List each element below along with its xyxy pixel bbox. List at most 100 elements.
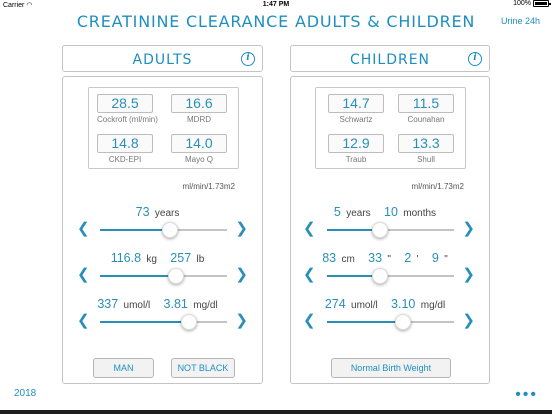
battery-indicator: 100% bbox=[513, 0, 551, 7]
child-age-years-value: 5 bbox=[333, 205, 341, 219]
urine-24h-button[interactable]: Urine 24h bbox=[500, 16, 540, 26]
child-creatinine-mgdl-unit: mg/dl bbox=[420, 300, 446, 311]
height-inches-mark: " bbox=[387, 254, 391, 265]
child-age-months-value: 10 bbox=[384, 205, 398, 219]
height-rem-inches-mark: " bbox=[444, 254, 448, 265]
weight-slider-thumb[interactable] bbox=[168, 268, 185, 284]
creatinine-increment-chevron-right-icon[interactable]: ❯ bbox=[235, 312, 248, 329]
weight-kg-value: 116.8 bbox=[110, 251, 142, 265]
children-info-icon[interactable]: i bbox=[468, 52, 482, 66]
app-title: CREATININE CLEARANCE ADULTS & CHILDREN bbox=[76, 12, 476, 31]
sex-toggle-button[interactable]: MAN bbox=[93, 358, 154, 378]
weight-lb-unit: lb bbox=[196, 254, 205, 265]
result-value: 16.6 bbox=[171, 94, 227, 113]
children-age-slider: 5 years 10 months ❮ ❯ bbox=[291, 205, 489, 245]
result-value: 28.5 bbox=[97, 94, 153, 113]
height-slider-fill bbox=[327, 275, 381, 277]
result-mdrd: 16.6 MDRD bbox=[171, 94, 227, 124]
weight-slider-fill bbox=[100, 275, 177, 277]
children-unit-label: ml/min/1.73m2 bbox=[411, 182, 464, 191]
children-creatinine-slider: 274 umol/l 3.10 mg/dl ❮ ❯ bbox=[291, 297, 489, 337]
height-feet-value: 2 bbox=[404, 251, 412, 265]
result-label: Counahan bbox=[407, 115, 445, 124]
birth-weight-toggle-button[interactable]: Normal Birth Weight bbox=[331, 358, 451, 378]
child-age-slider-thumb[interactable] bbox=[372, 222, 389, 238]
result-label: Traub bbox=[345, 155, 367, 164]
creatinine-slider-track[interactable] bbox=[100, 314, 227, 330]
weight-kg-unit: kg bbox=[146, 254, 157, 265]
result-cockroft: 28.5 Cockroft (ml/min) bbox=[97, 94, 158, 124]
adults-age-readout: 73 years bbox=[63, 205, 262, 219]
result-counahan: 11.5 Counahan bbox=[398, 94, 454, 124]
result-value: 11.5 bbox=[398, 94, 454, 113]
result-value: 12.9 bbox=[328, 134, 384, 153]
children-header: CHILDREN i bbox=[290, 45, 490, 72]
result-schwartz: 14.7 Schwartz bbox=[328, 94, 384, 124]
adults-weight-slider: 116.8 kg 257 lb ❮ ❯ bbox=[63, 251, 262, 291]
height-slider-track[interactable] bbox=[327, 268, 454, 284]
height-cm-value: 83 bbox=[322, 251, 337, 265]
children-height-slider: 83 cm 33 " 2 ' 9 " ❮ ❯ bbox=[291, 251, 489, 291]
children-creatinine-readout: 274 umol/l 3.10 mg/dl bbox=[291, 297, 489, 311]
child-age-decrement-chevron-left-icon[interactable]: ❮ bbox=[303, 220, 316, 237]
age-slider-track[interactable] bbox=[100, 222, 227, 238]
children-results-box: 14.7 Schwartz 11.5 Counahan 12.9 Traub 1… bbox=[315, 87, 466, 169]
bottom-edge bbox=[0, 410, 552, 414]
child-age-increment-chevron-right-icon[interactable]: ❯ bbox=[462, 220, 475, 237]
more-menu-icon[interactable]: ••• bbox=[515, 386, 538, 403]
creatinine-mgdl-value: 3.81 bbox=[163, 297, 188, 311]
child-creatinine-slider-thumb[interactable] bbox=[395, 314, 412, 330]
result-label: CKD-EPI bbox=[108, 155, 142, 164]
adults-header: ADULTS i bbox=[62, 45, 263, 72]
weight-slider-track[interactable] bbox=[100, 268, 227, 284]
age-increment-chevron-right-icon[interactable]: ❯ bbox=[235, 220, 248, 237]
result-traub: 12.9 Traub bbox=[328, 134, 384, 164]
race-toggle-button[interactable]: NOT BLACK bbox=[171, 358, 235, 378]
result-label: MDRD bbox=[187, 115, 211, 124]
result-value: 14.0 bbox=[171, 134, 227, 153]
child-creatinine-decrement-chevron-left-icon[interactable]: ❮ bbox=[303, 312, 316, 329]
wifi-icon: ◠ bbox=[26, 2, 33, 9]
creatinine-slider-thumb[interactable] bbox=[180, 314, 197, 330]
child-creatinine-umol-unit: umol/l bbox=[351, 300, 378, 311]
adults-weight-readout: 116.8 kg 257 lb bbox=[63, 251, 262, 265]
height-inches-value: 33 bbox=[368, 251, 383, 265]
carrier-label: Carrier ◠ bbox=[3, 2, 33, 9]
height-slider-thumb[interactable] bbox=[372, 268, 389, 284]
height-cm-unit: cm bbox=[341, 254, 355, 265]
child-age-slider-fill bbox=[327, 229, 381, 231]
status-bar: Carrier ◠ 1:47 PM 100% bbox=[0, 0, 552, 10]
age-value: 73 bbox=[135, 205, 150, 219]
result-label: Cockroft (ml/min) bbox=[97, 115, 158, 124]
clock: 1:47 PM bbox=[262, 1, 290, 8]
creatinine-slider-fill bbox=[100, 321, 189, 323]
children-age-readout: 5 years 10 months bbox=[291, 205, 489, 219]
child-creatinine-slider-track[interactable] bbox=[327, 314, 454, 330]
age-decrement-chevron-left-icon[interactable]: ❮ bbox=[77, 220, 90, 237]
adults-creatinine-slider: 337 umol/l 3.81 mg/dl ❮ ❯ bbox=[63, 297, 262, 337]
result-value: 14.8 bbox=[97, 134, 153, 153]
adults-info-icon[interactable]: i bbox=[241, 52, 255, 66]
child-creatinine-umol-value: 274 bbox=[324, 297, 346, 311]
result-label: Mayo Q bbox=[184, 155, 213, 164]
height-rem-inches-value: 9 bbox=[431, 251, 439, 265]
child-age-months-unit: months bbox=[403, 208, 437, 219]
child-creatinine-increment-chevron-right-icon[interactable]: ❯ bbox=[462, 312, 475, 329]
age-slider-thumb[interactable] bbox=[161, 222, 178, 238]
child-creatinine-mgdl-value: 3.10 bbox=[391, 297, 416, 311]
year-label: 2018 bbox=[14, 388, 37, 399]
result-mayo-q: 14.0 Mayo Q bbox=[171, 134, 227, 164]
creatinine-decrement-chevron-left-icon[interactable]: ❮ bbox=[77, 312, 90, 329]
creatinine-umol-unit: umol/l bbox=[123, 300, 151, 311]
child-age-slider-track[interactable] bbox=[327, 222, 454, 238]
result-value: 13.3 bbox=[398, 134, 454, 153]
weight-decrement-chevron-left-icon[interactable]: ❮ bbox=[77, 266, 90, 283]
battery-percent: 100% bbox=[513, 0, 531, 7]
height-decrement-chevron-left-icon[interactable]: ❮ bbox=[303, 266, 316, 283]
adults-results-box: 28.5 Cockroft (ml/min) 16.6 MDRD 14.8 CK… bbox=[88, 87, 239, 169]
height-increment-chevron-right-icon[interactable]: ❯ bbox=[462, 266, 475, 283]
child-age-years-unit: years bbox=[346, 208, 371, 219]
creatinine-mgdl-unit: mg/dl bbox=[193, 300, 218, 311]
weight-increment-chevron-right-icon[interactable]: ❯ bbox=[235, 266, 248, 283]
adults-age-slider: 73 years ❮ ❯ bbox=[63, 205, 262, 245]
